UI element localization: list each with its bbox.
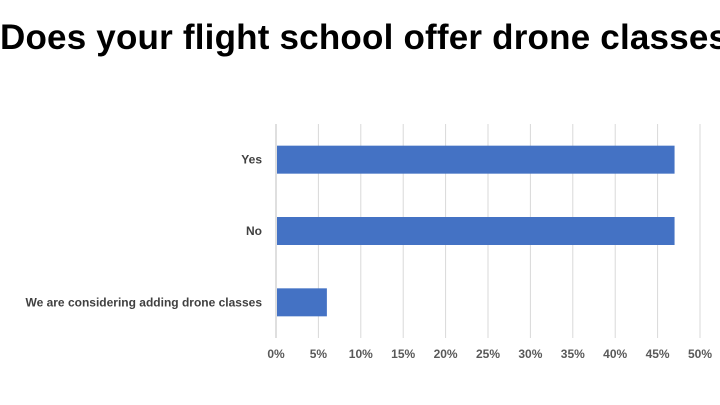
category-label: Yes: [241, 153, 262, 167]
x-tick-label: 40%: [603, 347, 627, 361]
x-tick-label: 5%: [310, 347, 328, 361]
bar-0: [277, 145, 675, 174]
x-tick-label: 20%: [434, 347, 458, 361]
bar-1: [277, 217, 675, 245]
x-tick-label: 50%: [688, 347, 712, 361]
bar-2: [277, 288, 327, 317]
x-tick-label: 0%: [267, 347, 285, 361]
bars: [277, 145, 675, 317]
chart-title: Does your flight school offer drone clas…: [0, 18, 720, 57]
x-tick-label: 35%: [561, 347, 585, 361]
y-axis-categories: Yes No We are considering adding drone cla…: [25, 153, 262, 310]
x-tick-label: 10%: [349, 347, 373, 361]
x-tick-label: 25%: [476, 347, 500, 361]
x-tick-label: 30%: [518, 347, 542, 361]
x-tick-label: 15%: [391, 347, 415, 361]
category-label: No: [246, 224, 262, 238]
x-axis-ticks: 0% 5% 10% 15% 20% 25% 30% 35% 40% 45% 50%: [267, 347, 712, 361]
x-tick-label: 45%: [646, 347, 670, 361]
category-label: We are considering adding drone classes: [25, 295, 262, 309]
